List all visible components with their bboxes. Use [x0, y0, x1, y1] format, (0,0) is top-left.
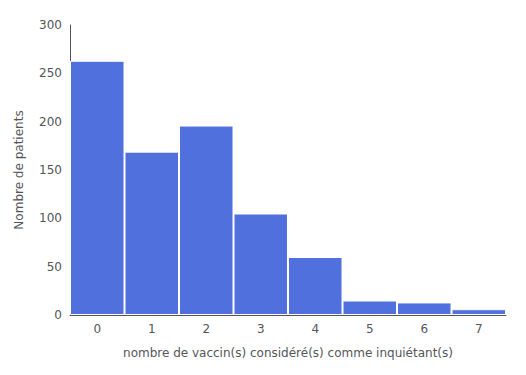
svg-text:250: 250	[39, 66, 62, 80]
svg-text:4: 4	[311, 322, 319, 336]
svg-text:1: 1	[148, 322, 156, 336]
svg-text:150: 150	[39, 163, 62, 177]
svg-text:nombre de vaccin(s) considéré(: nombre de vaccin(s) considéré(s) comme i…	[123, 346, 453, 360]
svg-text:200: 200	[39, 115, 62, 129]
svg-text:5: 5	[366, 322, 374, 336]
svg-text:2: 2	[202, 322, 210, 336]
svg-text:Nombre de patients: Nombre de patients	[12, 110, 26, 229]
svg-text:3: 3	[257, 322, 265, 336]
svg-text:50: 50	[47, 260, 62, 274]
svg-text:0: 0	[54, 308, 62, 322]
svg-text:6: 6	[420, 322, 428, 336]
svg-text:100: 100	[39, 211, 62, 225]
svg-text:0: 0	[93, 322, 101, 336]
svg-text:7: 7	[475, 322, 483, 336]
svg-text:300: 300	[39, 18, 62, 32]
